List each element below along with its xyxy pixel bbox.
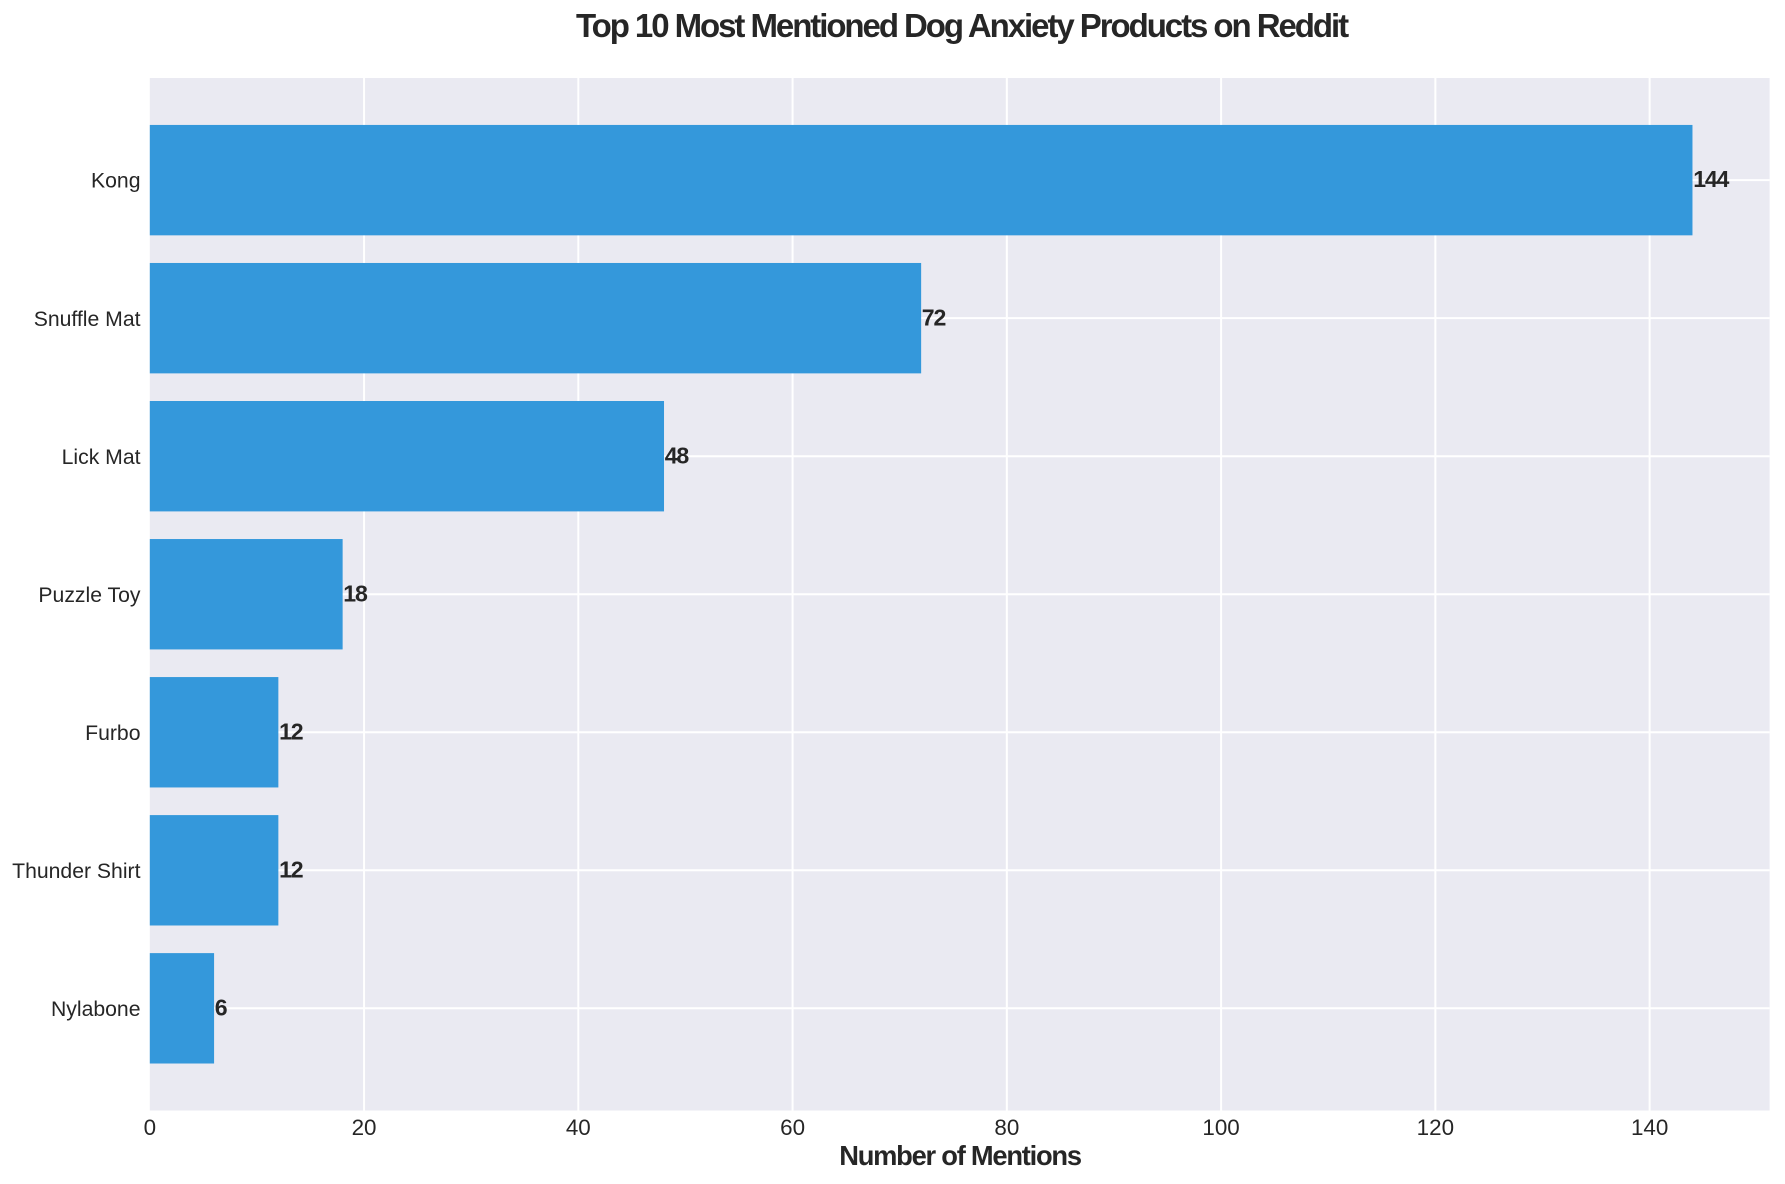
svg-text:12: 12 — [279, 856, 303, 882]
svg-text:18: 18 — [343, 580, 368, 606]
svg-text:20: 20 — [352, 1115, 377, 1140]
svg-text:48: 48 — [665, 442, 690, 468]
svg-text:Top 10 Most Mentioned Dog Anxi: Top 10 Most Mentioned Dog Anxiety Produc… — [576, 7, 1349, 44]
svg-text:0: 0 — [144, 1115, 156, 1140]
svg-text:Number of Mentions: Number of Mentions — [839, 1140, 1082, 1171]
svg-text:Nylabone: Nylabone — [51, 998, 141, 1021]
svg-text:12: 12 — [279, 718, 303, 744]
svg-text:80: 80 — [994, 1115, 1019, 1140]
svg-text:60: 60 — [780, 1115, 805, 1140]
svg-text:Snuffle Mat: Snuffle Mat — [34, 308, 141, 331]
svg-text:Thunder Shirt: Thunder Shirt — [12, 860, 140, 883]
svg-text:Lick Mat: Lick Mat — [62, 446, 141, 469]
svg-text:40: 40 — [566, 1115, 591, 1140]
svg-text:140: 140 — [1631, 1115, 1668, 1140]
svg-text:72: 72 — [922, 304, 946, 330]
svg-text:100: 100 — [1202, 1115, 1239, 1140]
svg-text:Puzzle Toy: Puzzle Toy — [38, 584, 140, 607]
svg-text:120: 120 — [1417, 1115, 1454, 1140]
svg-text:144: 144 — [1693, 166, 1729, 192]
svg-text:6: 6 — [215, 994, 228, 1020]
svg-text:Furbo: Furbo — [85, 722, 140, 745]
svg-text:Kong: Kong — [91, 170, 140, 193]
